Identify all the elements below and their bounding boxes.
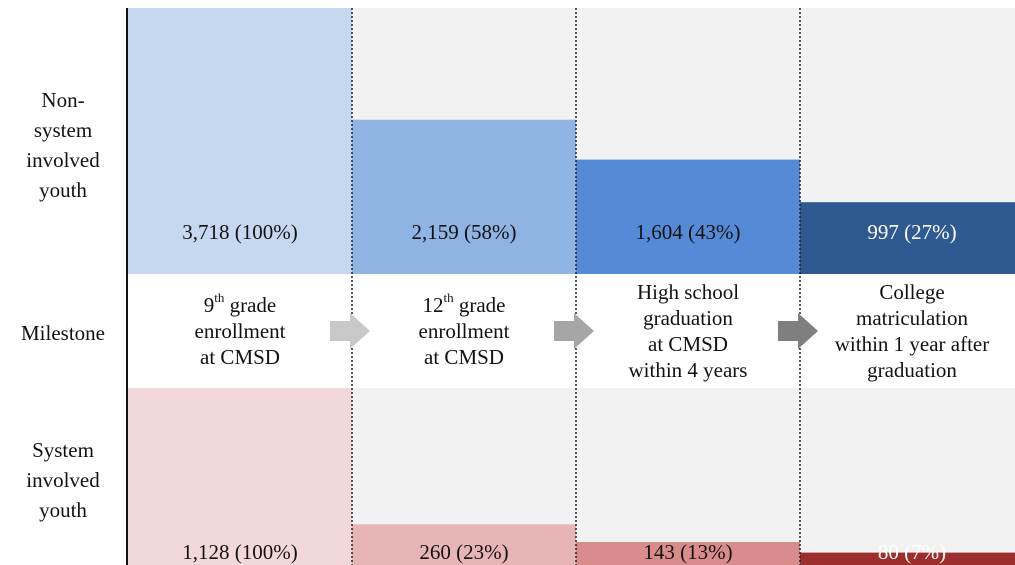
milestone-label-line: 9th grade [203, 290, 277, 317]
milestone-label-line: graduation [867, 358, 957, 382]
milestone-label-line: College [879, 280, 945, 304]
arrow-icon [554, 313, 594, 349]
milestone-label-line: 12th grade [422, 290, 506, 317]
row-label-line: youth [39, 178, 87, 202]
value-label-non-system-3: 1,604 (43%) [635, 220, 741, 244]
value-label-non-system-1: 3,718 (100%) [182, 220, 298, 244]
row-label-line: Non- [41, 88, 85, 112]
ordinal-suffix: th [214, 290, 225, 305]
milestone-label-line: graduation [643, 306, 733, 330]
value-label-system-1: 1,128 (100%) [182, 540, 298, 564]
row-label-milestone: Milestone [0, 316, 126, 350]
bar-non-system-2 [352, 119, 576, 274]
row-label-line: youth [39, 498, 87, 522]
value-label-non-system-2: 2,159 (58%) [411, 220, 517, 244]
row-label-system: System involved youth [0, 432, 126, 528]
bar-system-4 [800, 552, 1015, 565]
milestone-label-line: at CMSD [200, 345, 280, 369]
bar-non-system-1 [128, 8, 352, 274]
value-label-system-3: 143 (13%) [643, 540, 733, 564]
bar-system-2 [352, 524, 576, 565]
row-label-line: system [33, 118, 93, 142]
row-label-line: System [32, 438, 94, 462]
milestone-label-2: 12th grade enrollment at CMSD [352, 278, 576, 384]
value-label-non-system-4: 997 (27%) [867, 220, 957, 244]
milestone-label-line: at CMSD [648, 332, 728, 356]
milestone-label-line: enrollment [418, 319, 510, 343]
bar-system-1 [128, 388, 352, 565]
milestone-label-line: at CMSD [424, 345, 504, 369]
row-label-line: involved [26, 468, 100, 492]
milestone-label-4: College matriculation within 1 year after g… [796, 278, 1015, 384]
milestone-label-line: within 4 years [628, 358, 748, 382]
arrow-icon [330, 313, 370, 349]
ordinal-suffix: th [443, 290, 454, 305]
milestone-label-3: High school graduation at CMSD within 4 yea… [576, 278, 800, 384]
row-label-line: Milestone [21, 321, 105, 345]
milestone-label-line: matriculation [856, 306, 968, 330]
row-label-line: involved [26, 148, 100, 172]
milestone-label-line: High school [636, 280, 740, 304]
arrow-icon [778, 313, 818, 349]
milestone-label-line: enrollment [194, 319, 286, 343]
bar-non-system-3 [576, 159, 800, 274]
value-label-system-2: 260 (23%) [419, 540, 509, 564]
value-label-system-4: 80 (7%) [877, 540, 947, 564]
milestone-label-1: 9th grade enrollment at CMSD [128, 278, 352, 384]
bar-system-3 [576, 541, 800, 565]
row-label-non-system: Non- system involved youth [0, 80, 126, 210]
bar-non-system-4 [800, 202, 1015, 274]
milestone-label-line: within 1 year after [834, 332, 990, 356]
